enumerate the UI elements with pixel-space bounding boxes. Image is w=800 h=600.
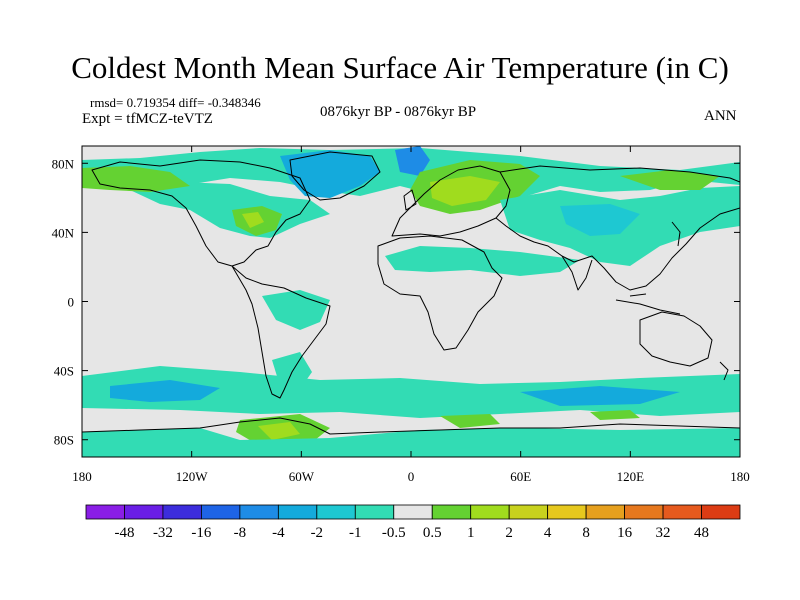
- lat-tick-marks: 80N 40N 0 40S 80S: [52, 156, 740, 448]
- coastline-new-zealand: [719, 361, 729, 381]
- colorbar-swatch: [624, 504, 664, 520]
- lon-tick-marks: 180 120W 60W 0 60E 120E 180: [72, 146, 750, 484]
- colorbar-swatch: [354, 504, 395, 520]
- anomaly-patch: [620, 170, 720, 190]
- coastline-antarctica: [82, 417, 740, 435]
- anomaly-patch: [258, 422, 300, 440]
- colorbar-swatch: [470, 504, 510, 520]
- colorbar-swatch: [162, 504, 202, 520]
- coastline-japan: [671, 221, 681, 247]
- lon-tick-label: 60W: [289, 469, 315, 484]
- chart-title: Coldest Month Mean Surface Air Temperatu…: [71, 50, 729, 85]
- colorbar-swatch: [508, 504, 549, 520]
- coastline-south-america: [231, 265, 331, 399]
- season-label: ANN: [704, 108, 737, 124]
- colorbar-label: 8: [582, 525, 590, 541]
- anomaly-patch: [590, 410, 640, 420]
- colorbar-label: -4: [272, 525, 285, 541]
- anomaly-field: [82, 146, 740, 457]
- coastline-north-america: [91, 159, 311, 267]
- coastline-greenland: [289, 151, 381, 201]
- colorbar-swatch: [701, 504, 741, 520]
- colorbar-swatch: [431, 504, 472, 520]
- anomaly-patch: [430, 176, 500, 206]
- colorbar-swatch: [585, 504, 625, 520]
- colorbar-label: -48: [114, 525, 134, 541]
- anomaly-patch: [110, 380, 220, 402]
- lat-tick-label: 80S: [54, 433, 74, 448]
- lat-tick-label: 0: [68, 295, 75, 310]
- anomaly-patch: [520, 386, 680, 406]
- anomaly-patch: [395, 146, 430, 176]
- period-label: 0876kyr BP - 0876kyr BP: [320, 104, 477, 120]
- coastlines: [82, 151, 740, 435]
- colorbar-swatch: [85, 504, 125, 520]
- colorbar-label: 1: [467, 525, 475, 541]
- coastline-australia: [639, 311, 713, 367]
- colorbar-label: 4: [544, 525, 552, 541]
- lat-tick-label: 40S: [54, 364, 74, 379]
- anomaly-patch: [385, 246, 580, 276]
- colorbar-label: -8: [234, 525, 247, 541]
- colorbar-label: -32: [153, 525, 173, 541]
- lon-tick-label: 120E: [617, 469, 645, 484]
- colorbar-swatch: [316, 504, 356, 520]
- anomaly-patch: [82, 428, 740, 457]
- anomaly-patch: [280, 150, 380, 198]
- colorbar-label: -0.5: [382, 525, 406, 541]
- coastline-india: [561, 255, 593, 291]
- lat-tick-label: 40N: [52, 225, 75, 240]
- colorbar-swatch: [201, 504, 241, 520]
- lat-tick-label: 80N: [52, 156, 75, 171]
- stats-line: rmsd= 0.719354 diff= -0.348346: [90, 95, 261, 110]
- colorbar-label: 0.5: [423, 525, 442, 541]
- anomaly-patch: [242, 212, 264, 228]
- colorbar-label: -16: [191, 525, 211, 541]
- anomaly-patch: [560, 204, 640, 236]
- lon-tick-label: 60E: [510, 469, 531, 484]
- colorbar-label: -1: [349, 525, 362, 541]
- colorbar-swatch: [277, 504, 318, 520]
- colorbar-label: -2: [311, 525, 324, 541]
- colorbar-swatch: [393, 504, 433, 520]
- colorbar-swatch: [239, 504, 279, 520]
- colorbar-label: 48: [694, 525, 709, 541]
- colorbar-swatch: [547, 504, 587, 520]
- lon-tick-label: 120W: [176, 469, 209, 484]
- colorbar-swatch: [662, 504, 702, 520]
- colorbar-label: 2: [505, 525, 513, 541]
- colorbar-swatch: [124, 504, 164, 520]
- coastline-uk: [403, 189, 417, 211]
- experiment-line: Expt = tfMCZ-teVTZ: [82, 111, 213, 127]
- coastline-africa: [377, 235, 503, 351]
- colorbar-label: 16: [617, 525, 633, 541]
- lon-tick-label: 180: [72, 469, 92, 484]
- colorbar: -48 -32 -16 -8 -4 -2 -1 -0.5 0.5 1 2 4 8 16 32 48: [85, 504, 741, 541]
- colorbar-label: 32: [656, 525, 671, 541]
- lon-tick-label: 0: [408, 469, 415, 484]
- anomaly-patch: [440, 414, 500, 428]
- lon-tick-label: 180: [730, 469, 750, 484]
- coastline-asia: [495, 165, 740, 291]
- anomaly-patch: [130, 182, 330, 238]
- coastline-europe: [391, 165, 511, 237]
- coastline-indonesia: [615, 293, 681, 315]
